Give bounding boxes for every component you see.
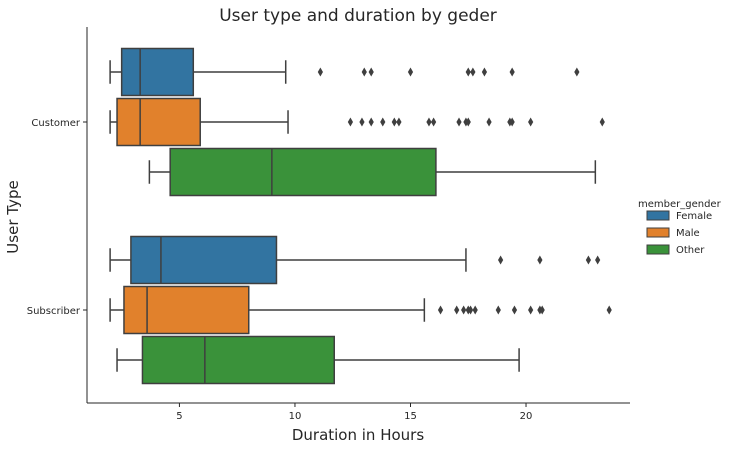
x-axis-label: Duration in Hours	[292, 426, 424, 444]
box-customer-female-outlier-7	[509, 67, 515, 77]
box-customer-female-outlier-8	[574, 67, 580, 77]
box-subscriber-female-outlier-3	[595, 255, 601, 265]
box-subscriber-female-outlier-2	[585, 255, 592, 265]
box-subscriber-male	[109, 285, 612, 335]
box-customer-male-outlier-4	[391, 117, 397, 127]
box-customer-male-iqr	[116, 97, 201, 147]
box-subscriber-other	[116, 335, 520, 385]
legend-swatch-male	[646, 227, 670, 238]
legend: member_gender Female Male Other	[638, 199, 722, 256]
legend-label-male: Male	[676, 228, 700, 239]
box-customer-female-outlier-1	[361, 67, 367, 77]
box-subscriber-male-outlier-0	[437, 305, 444, 315]
legend-label-other: Other	[676, 245, 705, 256]
box-subscriber-male-outlier-5	[472, 305, 478, 315]
box-customer-male-outlier-6	[426, 117, 432, 127]
box-customer-male-outlier-10	[465, 117, 471, 127]
box-customer-female	[109, 47, 580, 97]
legend-title: member_gender	[638, 199, 722, 210]
box-customer-male-outlier-2	[368, 117, 374, 127]
box-subscriber-female-outlier-1	[537, 255, 543, 265]
box-customer-male-outlier-5	[396, 117, 402, 127]
box-customer-male-outlier-11	[486, 117, 492, 127]
x-tick-label-15: 15	[404, 411, 417, 422]
box-subscriber-male-outlier-2	[461, 305, 467, 315]
box-customer-female-outlier-4	[465, 67, 471, 77]
box-customer-male-outlier-15	[599, 117, 605, 127]
box-customer-female-outlier-3	[407, 67, 414, 77]
box-customer-male-outlier-7	[430, 117, 437, 127]
legend-swatch-female	[646, 210, 670, 221]
y-axis-label: User Type	[4, 180, 22, 253]
box-customer-female-iqr	[120, 47, 195, 97]
x-tick-label-20: 20	[520, 411, 533, 422]
box-subscriber-female-outlier-0	[498, 255, 504, 265]
x-tick-label-5: 5	[176, 411, 182, 422]
box-subscriber-male-outlier-10	[539, 305, 545, 315]
box-subscriber-male-outlier-4	[467, 305, 474, 315]
x-tick-label-10: 10	[289, 411, 302, 422]
box-customer-male	[109, 97, 605, 147]
box-customer-male-outlier-13	[509, 117, 515, 127]
legend-label-female: Female	[676, 211, 712, 222]
box-customer-female-outlier-2	[368, 67, 374, 77]
box-subscriber-male-outlier-6	[495, 305, 501, 315]
box-customer-male-outlier-3	[380, 117, 386, 127]
box-customer-other	[148, 147, 597, 197]
box-subscriber-male-outlier-11	[606, 305, 612, 315]
box-customer-male-outlier-1	[359, 117, 365, 127]
y-tick-label-subscriber: Subscriber	[27, 306, 81, 317]
box-customer-female-outlier-6	[481, 67, 488, 77]
legend-swatch-other	[646, 244, 670, 255]
box-subscriber-male-outlier-7	[511, 305, 518, 315]
plot-area: 5 10 15 20 Customer Subscriber	[27, 27, 630, 422]
box-subscriber-male-outlier-1	[454, 305, 460, 315]
box-customer-male-outlier-0	[347, 117, 354, 127]
chart-title: User type and duration by geder	[219, 6, 497, 26]
box-subscriber-female-iqr	[130, 235, 278, 285]
box-subscriber-male-iqr	[123, 285, 250, 335]
box-customer-other-iqr	[169, 147, 437, 197]
box-customer-female-outlier-5	[470, 67, 476, 77]
box-subscriber-female	[109, 235, 601, 285]
box-customer-male-outlier-14	[528, 117, 534, 127]
box-subscriber-male-outlier-8	[528, 305, 534, 315]
box-customer-male-outlier-8	[456, 117, 462, 127]
box-subscriber-other-iqr	[141, 335, 335, 385]
box-customer-female-outlier-0	[317, 67, 323, 77]
y-tick-label-customer: Customer	[31, 118, 80, 129]
